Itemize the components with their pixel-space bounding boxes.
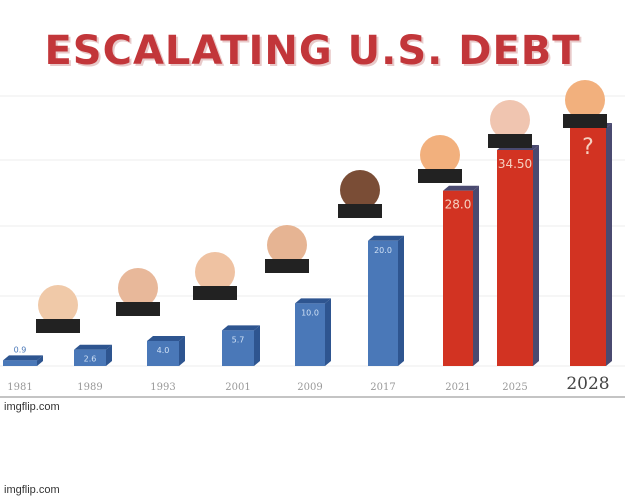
chart-title: ESCALATING U.S. DEBT [44, 28, 581, 74]
president-suit-icon [338, 204, 382, 218]
data-label: 0.9 [14, 345, 27, 354]
bar-side [473, 185, 479, 366]
tick-label: 1981 [7, 382, 32, 393]
president-suit-icon [116, 302, 160, 316]
bar-top [3, 355, 43, 361]
bar-2009 [295, 303, 325, 366]
bar-chart: 0.9 1981 2.6 1989 4.0 1993 5.7 2001 10.0 2009 20.0… [0, 80, 625, 398]
president-suit-icon [563, 114, 607, 128]
president-face-icon [565, 80, 605, 120]
bar-side [325, 298, 331, 366]
president-suit-icon [36, 319, 80, 333]
data-label: ? [582, 135, 594, 160]
bar-side [106, 344, 112, 366]
bar-side [179, 335, 185, 366]
bar-top [443, 185, 479, 191]
bar-top [74, 344, 112, 350]
bar-2017 [368, 240, 398, 366]
bar-2001 [222, 330, 254, 366]
data-label: 20.0 [374, 246, 392, 255]
bar-2021 [443, 190, 473, 366]
data-label: 10.0 [301, 308, 319, 317]
tick-label: 2001 [225, 382, 250, 393]
bar-side [254, 325, 260, 366]
data-label: 34.50 [498, 157, 532, 171]
tick-label: 2009 [297, 382, 322, 393]
bar-1993 [147, 340, 179, 366]
tick-label: 2017 [370, 382, 395, 393]
bar-top [368, 235, 404, 241]
president-face-icon [267, 225, 307, 265]
bar-side [606, 123, 612, 366]
bar-side [533, 145, 539, 366]
president-suit-icon [488, 134, 532, 148]
bar-top [295, 298, 331, 304]
bar-2028 [570, 128, 606, 366]
tick-label: 2028 [566, 374, 609, 394]
president-face-icon [195, 252, 235, 292]
bar-side [398, 235, 404, 366]
president-suit-icon [193, 286, 237, 300]
data-label: 4.0 [157, 346, 170, 355]
watermark-bottom: imgflip.com [4, 484, 60, 496]
data-label: 5.7 [232, 335, 245, 344]
bar-2025 [497, 150, 533, 366]
tick-label: 2021 [445, 382, 470, 393]
president-face-icon [490, 100, 530, 140]
bar-top [147, 335, 185, 341]
tick-label: 1989 [77, 382, 102, 393]
data-label: 28.0 [445, 198, 472, 212]
watermark: imgflip.com [4, 401, 60, 413]
bar-side [37, 355, 43, 366]
president-face-icon [340, 170, 380, 210]
tick-label: 2025 [502, 382, 527, 393]
president-face-icon [118, 268, 158, 308]
tick-label: 1993 [150, 382, 175, 393]
bar-1981 [3, 360, 37, 366]
bar-top [222, 325, 260, 331]
president-suit-icon [265, 259, 309, 273]
president-suit-icon [418, 169, 462, 183]
president-face-icon [38, 285, 78, 325]
data-label: 2.6 [84, 355, 97, 364]
president-face-icon [420, 135, 460, 175]
bar-1989 [74, 349, 106, 366]
